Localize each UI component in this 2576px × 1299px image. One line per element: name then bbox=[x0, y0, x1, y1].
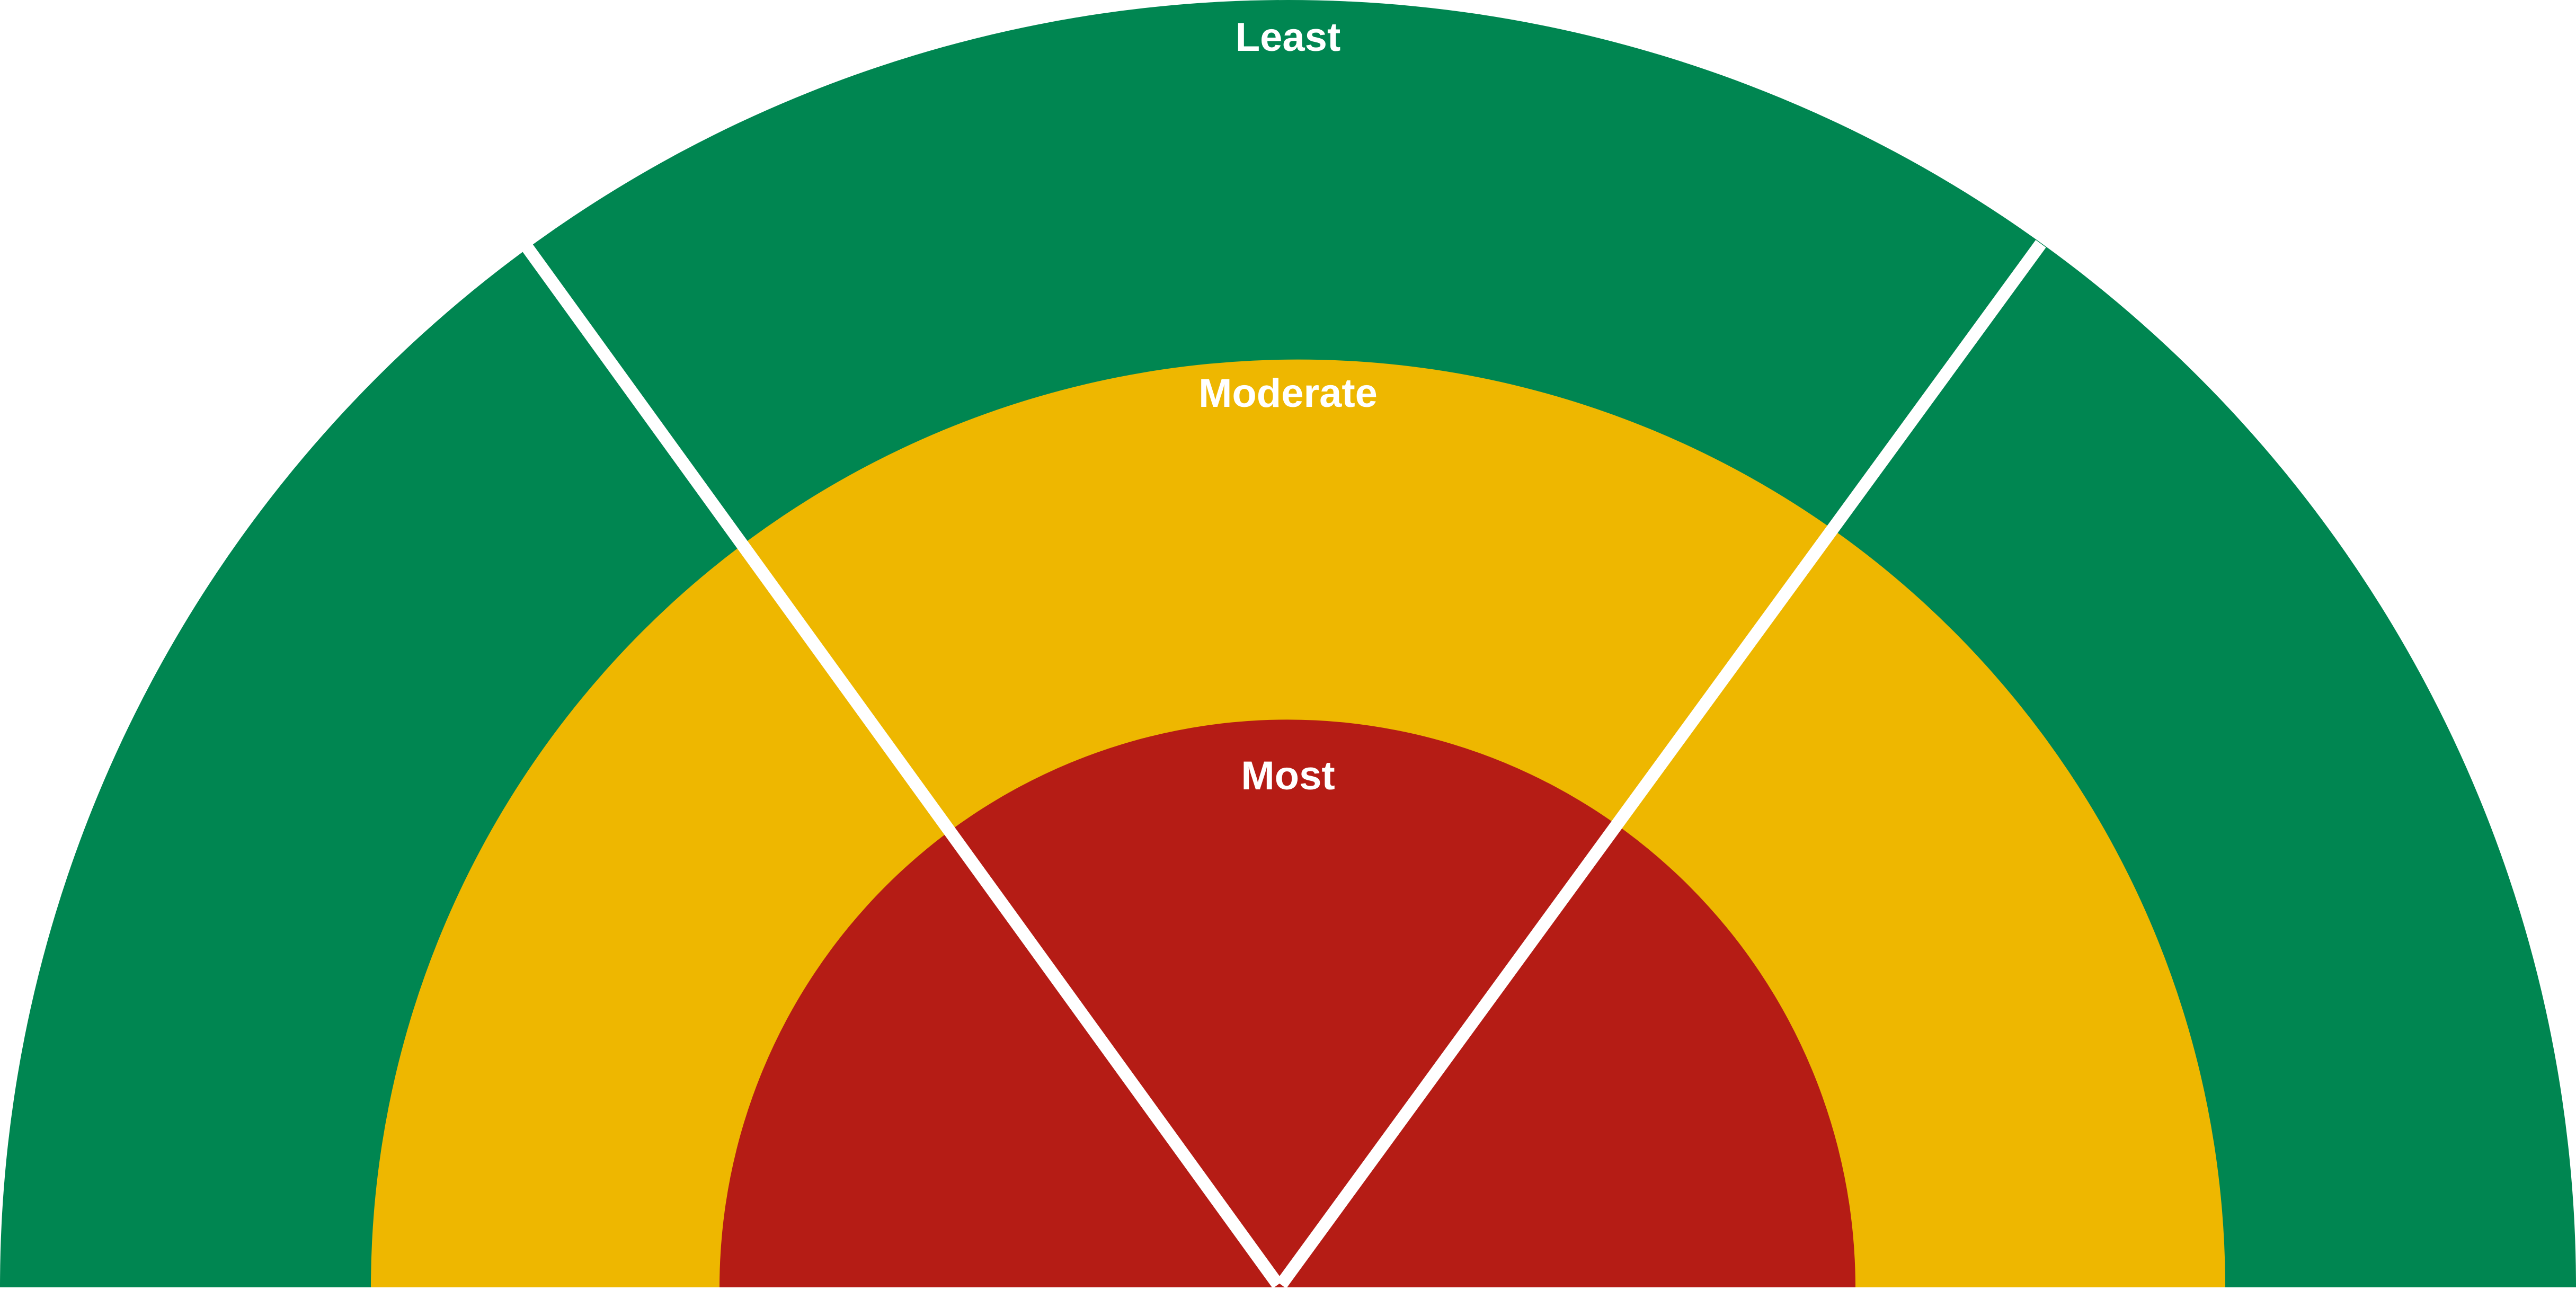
left-divider-line bbox=[519, 239, 1283, 1289]
moderate-label: Moderate bbox=[1198, 371, 1378, 416]
right-divider-line bbox=[1276, 239, 2046, 1289]
least-label: Least bbox=[1236, 15, 1341, 60]
most-ring bbox=[719, 719, 1855, 1287]
most-label: Most bbox=[1241, 753, 1335, 798]
